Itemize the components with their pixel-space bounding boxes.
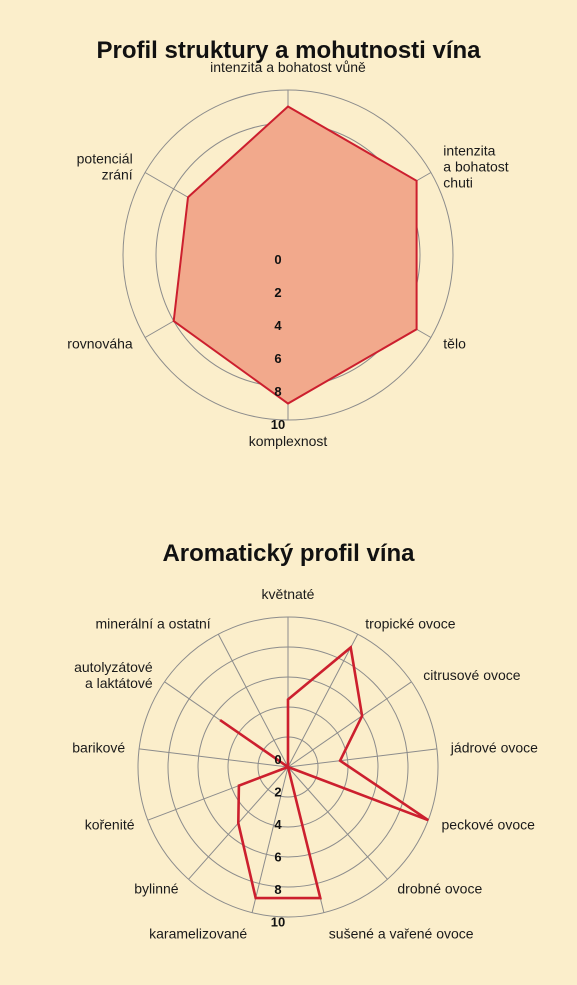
axis-label: autolyzátové a laktátové xyxy=(74,659,153,691)
axis-label-line: kořenité xyxy=(85,816,135,832)
axis-label: bylinné xyxy=(134,880,179,896)
axis-label-line: a bohatost xyxy=(443,159,508,175)
aroma-radar-chart: Aromatický profil vína 0 2 4 6 8 10 květnaté tr… xyxy=(72,540,538,941)
axis-label-line: karamelizované xyxy=(149,925,247,941)
series-polygon xyxy=(172,105,418,405)
axis-label: potenciál zrání xyxy=(77,151,133,183)
axis-label-line: a laktátové xyxy=(85,675,153,691)
axis-label: karamelizované xyxy=(149,925,247,941)
tick-label: 6 xyxy=(274,850,281,865)
axis-label: komplexnost xyxy=(249,433,328,449)
axis-label-line: autolyzátové xyxy=(74,659,153,675)
axis-label-line: bylinné xyxy=(134,880,179,896)
axis-label-line: drobné ovoce xyxy=(397,880,482,896)
axis-label: sušené a vařené ovoce xyxy=(329,925,474,941)
tick-label: 4 xyxy=(274,318,282,333)
axis-spoke xyxy=(287,633,359,768)
axis-label-line: chuti xyxy=(443,175,473,191)
tick-label: 0 xyxy=(274,252,281,267)
axis-label-line: intenzita xyxy=(443,143,495,159)
tick-label: 2 xyxy=(274,785,281,800)
axis-label-line: tělo xyxy=(443,336,466,352)
tick-label: 2 xyxy=(274,285,281,300)
axis-label: květnaté xyxy=(262,586,315,602)
tick-label: 4 xyxy=(274,817,282,832)
axis-label-line: tropické ovoce xyxy=(365,616,455,632)
structure-radar-chart: Profil struktury a mohutnosti vína 0 2 4 6 8… xyxy=(67,37,508,449)
axis-label: intenzita a bohatost chuti xyxy=(443,143,508,191)
axis-label: minerální a ostatní xyxy=(96,616,211,632)
axis-label-line: peckové ovoce xyxy=(442,816,536,832)
axis-label-line: sušené a vařené ovoce xyxy=(329,925,474,941)
axis-label: intenzita a bohatost vůně xyxy=(210,59,366,75)
tick-label: 8 xyxy=(274,384,281,399)
axis-label: tělo xyxy=(443,336,466,352)
axis-label-line: zrání xyxy=(102,167,133,183)
axis-spoke xyxy=(217,633,289,768)
chart-title: Profil struktury a mohutnosti vína xyxy=(96,37,481,64)
axis-label-line: potenciál xyxy=(77,151,133,167)
axis-label-line: minerální a ostatní xyxy=(96,616,211,632)
chart-title: Aromatický profil vína xyxy=(162,540,415,567)
axis-label: rovnováha xyxy=(67,336,133,352)
tick-label: 10 xyxy=(271,915,285,930)
axis-label: tropické ovoce xyxy=(365,616,455,632)
axis-spoke xyxy=(287,748,437,768)
axis-label-line: intenzita a bohatost vůně xyxy=(210,59,366,75)
tick-label: 10 xyxy=(271,417,285,432)
axis-label-line: jádrové ovoce xyxy=(450,740,538,756)
axis-label: drobné ovoce xyxy=(397,880,482,896)
axis-spoke xyxy=(139,748,289,768)
axis-label: peckové ovoce xyxy=(442,816,536,832)
axis-label-line: květnaté xyxy=(262,586,315,602)
tick-label: 0 xyxy=(274,752,281,767)
tick-label: 8 xyxy=(274,882,281,897)
axis-label-line: barikové xyxy=(72,740,125,756)
axis-label-line: komplexnost xyxy=(249,433,328,449)
axis-spoke xyxy=(251,766,289,913)
axis-spoke xyxy=(287,681,412,768)
series-polygon xyxy=(219,645,430,900)
axis-label-line: rovnováha xyxy=(67,336,133,352)
axis-label: barikové xyxy=(72,740,125,756)
axis-label: jádrové ovoce xyxy=(450,740,538,756)
axis-label: citrusové ovoce xyxy=(423,667,520,683)
axis-spoke xyxy=(287,766,388,880)
axis-label-line: citrusové ovoce xyxy=(423,667,520,683)
tick-label: 6 xyxy=(274,351,281,366)
axis-label: kořenité xyxy=(85,816,135,832)
